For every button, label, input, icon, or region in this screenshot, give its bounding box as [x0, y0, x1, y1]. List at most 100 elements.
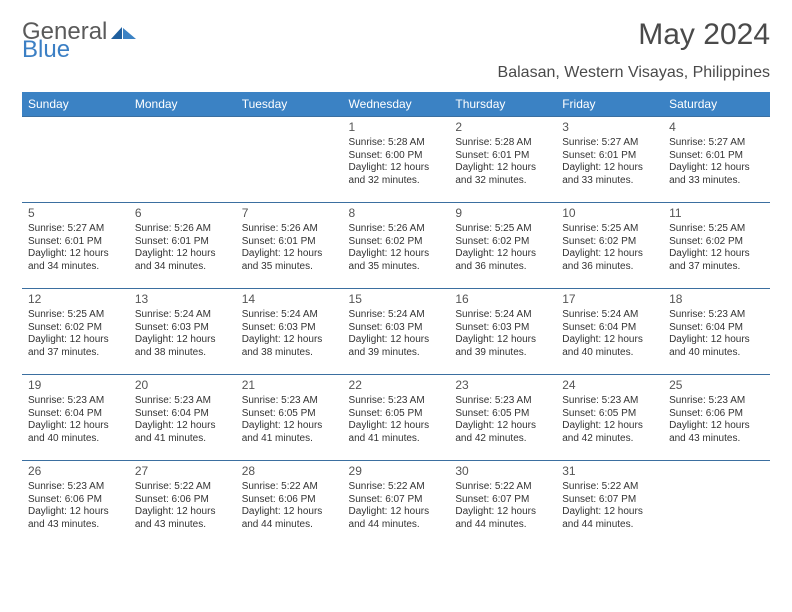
calendar-body: 1Sunrise: 5:28 AMSunset: 6:00 PMDaylight…: [22, 117, 770, 547]
calendar-day-cell: 23 Sunrise: 5:23 AMSunset: 6:05 PMDayligh…: [449, 375, 556, 461]
day-info: Sunrise: 5:24 AMSunset: 6:03 PMDaylight:…: [349, 309, 444, 359]
day-info: Sunrise: 5:22 AMSunset: 6:06 PMDaylight:…: [135, 481, 230, 531]
day-info: Sunrise: 5:22 AMSunset: 6:07 PMDaylight:…: [562, 481, 657, 531]
calendar-week-row: 5 Sunrise: 5:27 AMSunset: 6:01 PMDaylight…: [22, 203, 770, 289]
calendar-day-cell: 5 Sunrise: 5:27 AMSunset: 6:01 PMDaylight…: [22, 203, 129, 289]
calendar-day-cell: 22 Sunrise: 5:23 AMSunset: 6:05 PMDayligh…: [343, 375, 450, 461]
day-of-week-header-row: SundayMondayTuesdayWednesdayThursdayFrid…: [22, 92, 770, 117]
day-of-week-header: Wednesday: [343, 92, 450, 117]
calendar-day-cell: 8 Sunrise: 5:26 AMSunset: 6:02 PMDaylight…: [343, 203, 450, 289]
calendar-table: SundayMondayTuesdayWednesdayThursdayFrid…: [22, 92, 770, 547]
calendar-day-cell: 9 Sunrise: 5:25 AMSunset: 6:02 PMDaylight…: [449, 203, 556, 289]
day-number: 24: [562, 378, 657, 393]
day-info: Sunrise: 5:27 AMSunset: 6:01 PMDaylight:…: [669, 137, 764, 187]
day-number: 30: [455, 464, 550, 479]
day-number: 23: [455, 378, 550, 393]
day-info: Sunrise: 5:25 AMSunset: 6:02 PMDaylight:…: [669, 223, 764, 273]
day-info: Sunrise: 5:25 AMSunset: 6:02 PMDaylight:…: [562, 223, 657, 273]
day-info: Sunrise: 5:23 AMSunset: 6:05 PMDaylight:…: [562, 395, 657, 445]
day-info: Sunrise: 5:27 AMSunset: 6:01 PMDaylight:…: [28, 223, 123, 273]
day-number: 5: [28, 206, 123, 221]
calendar-day-cell: 31Sunrise: 5:22 AMSunset: 6:07 PMDayligh…: [556, 461, 663, 547]
day-number: 6: [135, 206, 230, 221]
day-info: Sunrise: 5:22 AMSunset: 6:07 PMDaylight:…: [455, 481, 550, 531]
day-info: Sunrise: 5:23 AMSunset: 6:06 PMDaylight:…: [28, 481, 123, 531]
day-number: 11: [669, 206, 764, 221]
day-info: Sunrise: 5:22 AMSunset: 6:06 PMDaylight:…: [242, 481, 337, 531]
day-number: 4: [669, 120, 764, 135]
calendar-day-cell: 20 Sunrise: 5:23 AMSunset: 6:04 PMDayligh…: [129, 375, 236, 461]
day-info: Sunrise: 5:25 AMSunset: 6:02 PMDaylight:…: [455, 223, 550, 273]
day-number: 8: [349, 206, 444, 221]
day-number: 17: [562, 292, 657, 307]
calendar-day-cell: 24 Sunrise: 5:23 AMSunset: 6:05 PMDayligh…: [556, 375, 663, 461]
calendar-day-cell: 14 Sunrise: 5:24 AMSunset: 6:03 PMDayligh…: [236, 289, 343, 375]
calendar-day-cell: [236, 117, 343, 203]
calendar-day-cell: 6 Sunrise: 5:26 AMSunset: 6:01 PMDaylight…: [129, 203, 236, 289]
calendar-week-row: 26 Sunrise: 5:23 AMSunset: 6:06 PMDayligh…: [22, 461, 770, 547]
calendar-day-cell: 30 Sunrise: 5:22 AMSunset: 6:07 PMDayligh…: [449, 461, 556, 547]
day-of-week-header: Sunday: [22, 92, 129, 117]
day-info: Sunrise: 5:24 AMSunset: 6:03 PMDaylight:…: [135, 309, 230, 359]
day-number: 21: [242, 378, 337, 393]
calendar-day-cell: 25Sunrise: 5:23 AMSunset: 6:06 PMDayligh…: [663, 375, 770, 461]
day-info: Sunrise: 5:23 AMSunset: 6:05 PMDaylight:…: [455, 395, 550, 445]
day-info: Sunrise: 5:24 AMSunset: 6:04 PMDaylight:…: [562, 309, 657, 359]
day-info: Sunrise: 5:23 AMSunset: 6:04 PMDaylight:…: [135, 395, 230, 445]
calendar-day-cell: 17 Sunrise: 5:24 AMSunset: 6:04 PMDayligh…: [556, 289, 663, 375]
day-of-week-header: Monday: [129, 92, 236, 117]
day-number: 3: [562, 120, 657, 135]
calendar-day-cell: 28 Sunrise: 5:22 AMSunset: 6:06 PMDayligh…: [236, 461, 343, 547]
calendar-day-cell: [129, 117, 236, 203]
day-number: 22: [349, 378, 444, 393]
calendar-day-cell: [22, 117, 129, 203]
calendar-day-cell: 16 Sunrise: 5:24 AMSunset: 6:03 PMDayligh…: [449, 289, 556, 375]
day-info: Sunrise: 5:24 AMSunset: 6:03 PMDaylight:…: [242, 309, 337, 359]
calendar-week-row: 12Sunrise: 5:25 AMSunset: 6:02 PMDayligh…: [22, 289, 770, 375]
day-number: 20: [135, 378, 230, 393]
day-info: Sunrise: 5:26 AMSunset: 6:01 PMDaylight:…: [242, 223, 337, 273]
day-number: 25: [669, 378, 764, 393]
day-info: Sunrise: 5:27 AMSunset: 6:01 PMDaylight:…: [562, 137, 657, 187]
logo-mark-icon: [111, 18, 137, 46]
day-of-week-header: Thursday: [449, 92, 556, 117]
calendar-day-cell: [663, 461, 770, 547]
page-title: May 2024: [638, 18, 770, 52]
day-info: Sunrise: 5:22 AMSunset: 6:07 PMDaylight:…: [349, 481, 444, 531]
day-info: Sunrise: 5:26 AMSunset: 6:01 PMDaylight:…: [135, 223, 230, 273]
calendar-day-cell: 2Sunrise: 5:28 AMSunset: 6:01 PMDaylight…: [449, 117, 556, 203]
calendar-day-cell: 11 Sunrise: 5:25 AMSunset: 6:02 PMDayligh…: [663, 203, 770, 289]
day-info: Sunrise: 5:23 AMSunset: 6:05 PMDaylight:…: [349, 395, 444, 445]
calendar-day-cell: 18Sunrise: 5:23 AMSunset: 6:04 PMDayligh…: [663, 289, 770, 375]
calendar-day-cell: 4 Sunrise: 5:27 AMSunset: 6:01 PMDaylight…: [663, 117, 770, 203]
day-number: 18: [669, 292, 764, 307]
day-number: 19: [28, 378, 123, 393]
day-of-week-header: Tuesday: [236, 92, 343, 117]
day-number: 7: [242, 206, 337, 221]
calendar-day-cell: 29 Sunrise: 5:22 AMSunset: 6:07 PMDayligh…: [343, 461, 450, 547]
calendar-day-cell: 12Sunrise: 5:25 AMSunset: 6:02 PMDayligh…: [22, 289, 129, 375]
calendar-day-cell: 7 Sunrise: 5:26 AMSunset: 6:01 PMDaylight…: [236, 203, 343, 289]
calendar-day-cell: 27 Sunrise: 5:22 AMSunset: 6:06 PMDayligh…: [129, 461, 236, 547]
day-number: 10: [562, 206, 657, 221]
day-number: 28: [242, 464, 337, 479]
day-info: Sunrise: 5:28 AMSunset: 6:00 PMDaylight:…: [349, 137, 444, 187]
calendar-day-cell: 19Sunrise: 5:23 AMSunset: 6:04 PMDayligh…: [22, 375, 129, 461]
day-info: Sunrise: 5:25 AMSunset: 6:02 PMDaylight:…: [28, 309, 123, 359]
day-number: 14: [242, 292, 337, 307]
day-number: 29: [349, 464, 444, 479]
calendar-day-cell: 13 Sunrise: 5:24 AMSunset: 6:03 PMDayligh…: [129, 289, 236, 375]
day-number: 26: [28, 464, 123, 479]
day-number: 15: [349, 292, 444, 307]
day-number: 16: [455, 292, 550, 307]
day-number: 13: [135, 292, 230, 307]
day-info: Sunrise: 5:26 AMSunset: 6:02 PMDaylight:…: [349, 223, 444, 273]
calendar-day-cell: 10 Sunrise: 5:25 AMSunset: 6:02 PMDayligh…: [556, 203, 663, 289]
day-of-week-header: Friday: [556, 92, 663, 117]
day-info: Sunrise: 5:23 AMSunset: 6:05 PMDaylight:…: [242, 395, 337, 445]
calendar-week-row: 19 Sunrise: 5:23 AMSunset: 6:04 PMDayligh…: [22, 375, 770, 461]
day-info: Sunrise: 5:24 AMSunset: 6:03 PMDaylight:…: [455, 309, 550, 359]
calendar-day-cell: 21 Sunrise: 5:23 AMSunset: 6:05 PMDayligh…: [236, 375, 343, 461]
day-number: 9: [455, 206, 550, 221]
day-number: 27: [135, 464, 230, 479]
